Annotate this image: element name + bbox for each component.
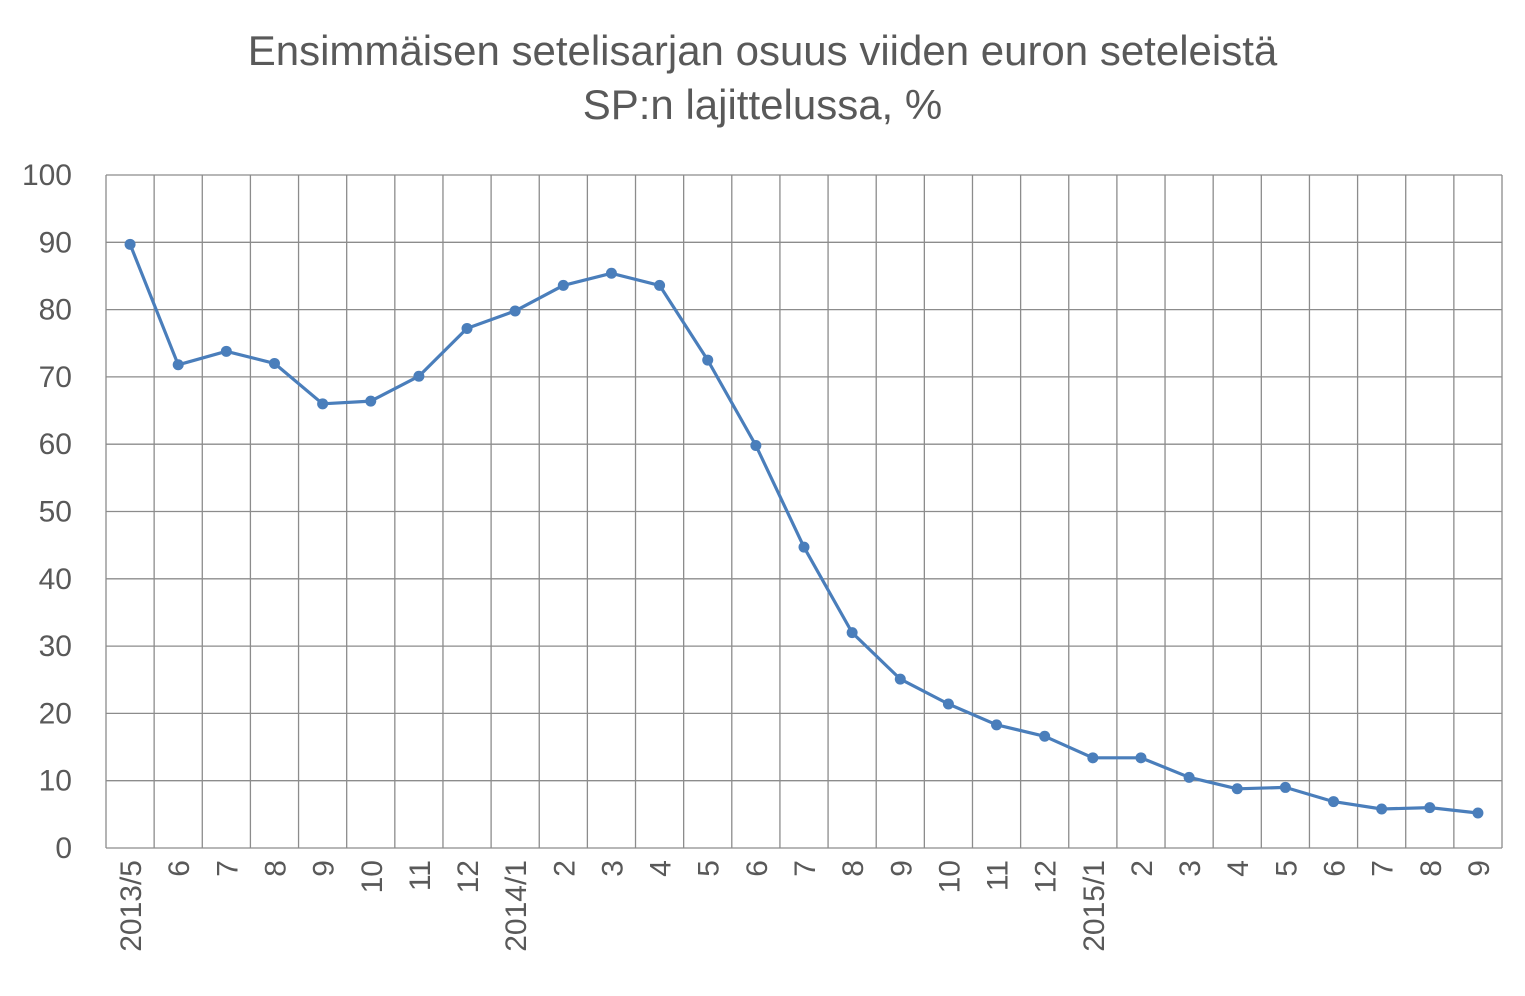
x-tick-label: 11 <box>404 860 437 891</box>
y-tick-label: 0 <box>55 832 72 865</box>
data-point <box>1279 781 1291 793</box>
x-tick-label: 8 <box>837 860 870 877</box>
x-tick-label: 6 <box>1319 860 1352 877</box>
data-point <box>461 322 473 334</box>
y-tick-label: 40 <box>39 563 72 596</box>
data-point <box>1424 802 1436 814</box>
data-point <box>413 370 425 382</box>
data-point <box>1183 771 1195 783</box>
x-tick-label: 4 <box>1222 860 1255 877</box>
x-tick-label: 2014/1 <box>500 860 533 952</box>
x-tick-label: 7 <box>211 860 244 877</box>
x-tick-label: 6 <box>163 860 196 877</box>
x-tick-label: 8 <box>1415 860 1448 877</box>
x-tick-label: 2013/5 <box>115 860 148 952</box>
data-point <box>1472 807 1484 819</box>
x-tick-label: 9 <box>1463 860 1496 877</box>
data-point <box>798 541 810 553</box>
x-tick-label: 3 <box>596 860 629 877</box>
chart-title: Ensimmäisen setelisarjan osuus viiden eu… <box>0 24 1525 132</box>
x-tick-label: 5 <box>1270 860 1303 877</box>
y-tick-label: 10 <box>39 765 72 798</box>
series-share-first-series <box>124 238 1484 819</box>
y-tick-label: 30 <box>39 630 72 663</box>
data-point <box>1231 783 1243 795</box>
data-point <box>317 398 329 410</box>
x-tick-label: 9 <box>885 860 918 877</box>
x-tick-label: 5 <box>693 860 726 877</box>
data-point <box>124 238 136 250</box>
y-tick-label: 60 <box>39 428 72 461</box>
x-tick-label: 3 <box>1174 860 1207 877</box>
data-point <box>172 359 184 371</box>
y-tick-label: 70 <box>39 361 72 394</box>
data-point <box>605 267 617 279</box>
chart-title-line1: Ensimmäisen setelisarjan osuus viiden eu… <box>247 27 1278 74</box>
data-point <box>846 627 858 639</box>
x-tick-label: 2015/1 <box>1078 860 1111 952</box>
x-tick-label: 4 <box>645 860 678 877</box>
x-tick-label: 10 <box>933 860 966 893</box>
x-tick-label: 7 <box>789 860 822 877</box>
x-tick-label: 2 <box>548 860 581 877</box>
data-point <box>1135 752 1147 764</box>
data-point <box>557 279 569 291</box>
y-tick-label: 50 <box>39 496 72 529</box>
x-tick-label: 12 <box>452 860 485 893</box>
data-point <box>1087 752 1099 764</box>
data-point <box>1376 803 1388 815</box>
grid <box>105 174 1503 849</box>
data-point <box>942 698 954 710</box>
x-tick-label: 6 <box>741 860 774 877</box>
data-point <box>509 305 521 317</box>
x-tick-label: 12 <box>1030 860 1063 893</box>
y-tick-label: 100 <box>22 159 72 192</box>
data-point <box>1328 796 1340 808</box>
x-tick-label: 11 <box>982 860 1015 891</box>
data-point <box>702 354 714 366</box>
x-tick-label: 10 <box>356 860 389 893</box>
y-tick-label: 90 <box>39 226 72 259</box>
data-point <box>1039 730 1051 742</box>
x-tick-label: 7 <box>1367 860 1400 877</box>
x-tick-label: 9 <box>308 860 341 877</box>
x-axis-ticks: 2013/5 6 7 8 9 10 11 12 2014/1 2 3 4 5 6 7 8 9 10 11 12 2015… <box>115 860 1496 952</box>
data-point <box>365 395 377 407</box>
data-point <box>268 357 280 369</box>
data-point <box>894 673 906 685</box>
y-tick-label: 80 <box>39 294 72 327</box>
data-point <box>750 440 762 452</box>
series-line <box>128 243 1479 815</box>
data-point <box>654 279 666 291</box>
x-tick-label: 2 <box>1126 860 1159 877</box>
y-tick-label: 20 <box>39 697 72 730</box>
data-point <box>220 345 232 357</box>
data-point <box>991 719 1003 731</box>
x-tick-label: 8 <box>259 860 292 877</box>
y-axis-ticks: 0 10 20 30 40 50 60 70 80 90 100 <box>22 159 72 865</box>
chart-title-line2: SP:n lajittelussa, % <box>582 81 943 128</box>
